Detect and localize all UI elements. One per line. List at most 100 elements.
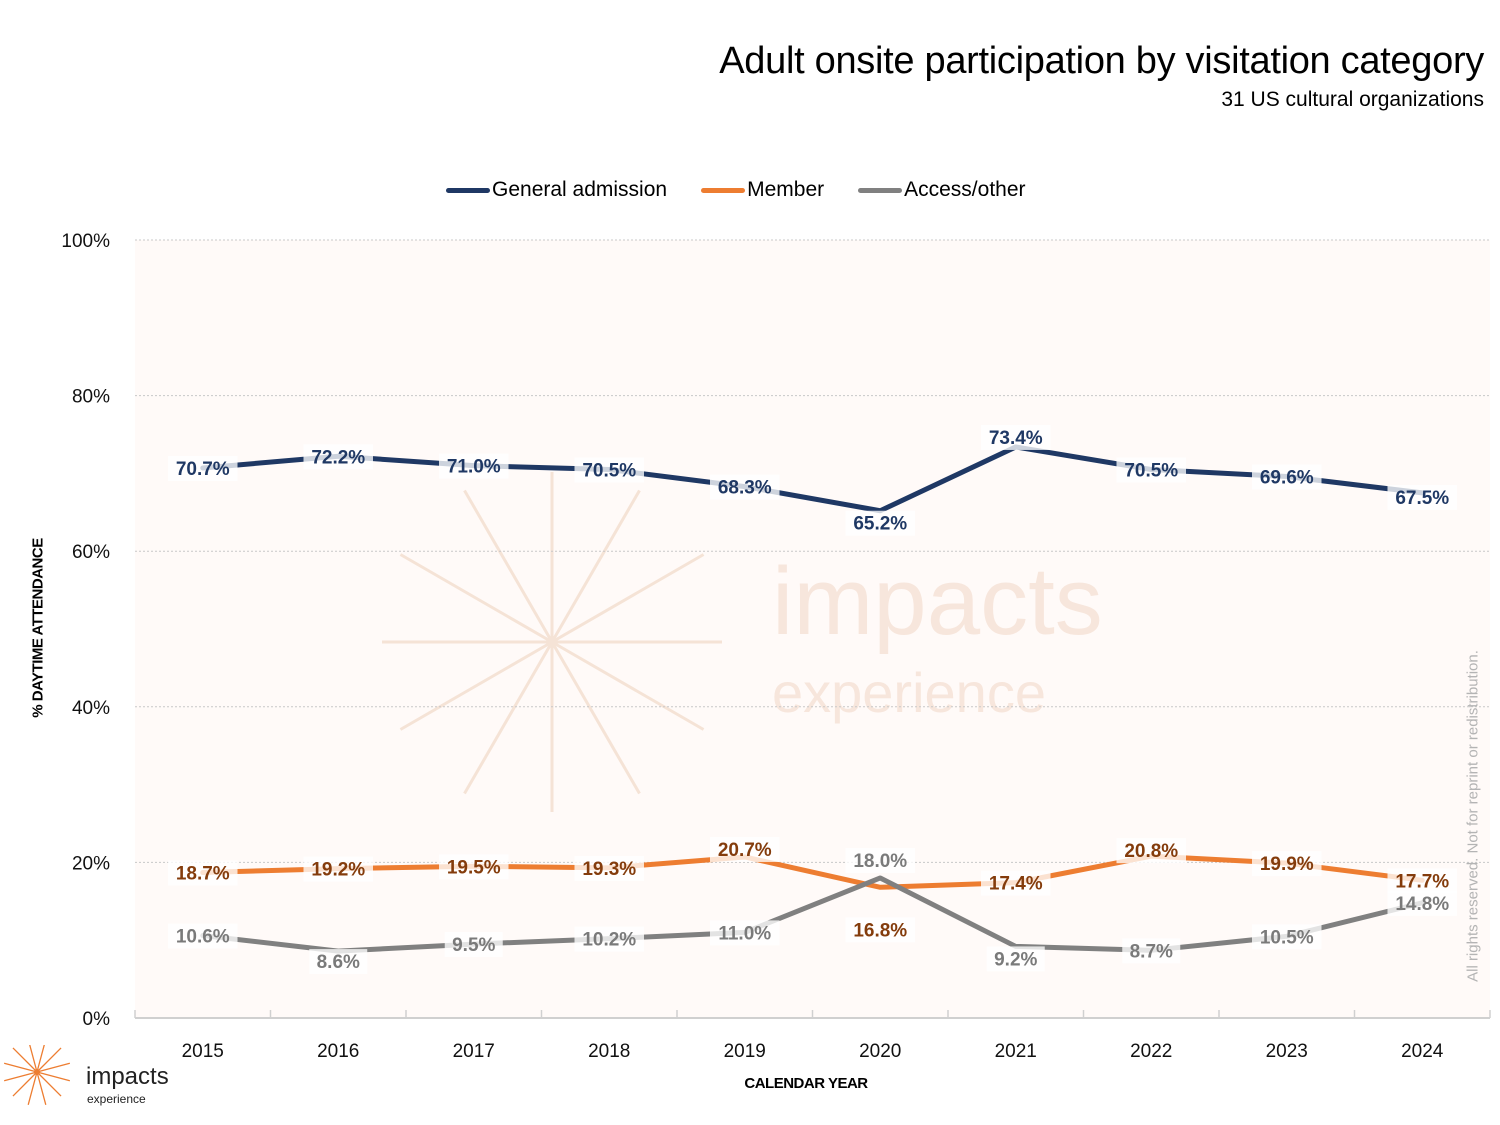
x-tick-label: 2016 [317, 1041, 359, 1062]
data-label: 67.5% [1395, 488, 1449, 509]
watermark-word: impacts [772, 548, 1103, 655]
y-tick-label: 100% [61, 231, 110, 252]
data-label: 71.0% [447, 457, 501, 478]
legend-swatch [446, 187, 490, 193]
legend-item-general-admission: General admission [446, 178, 667, 202]
data-label-bg [168, 923, 238, 949]
logo-starburst-icon [3, 1045, 71, 1106]
watermark-ray [399, 553, 553, 644]
logo-ray [36, 1062, 71, 1073]
y-tick-label: 0% [83, 1009, 111, 1030]
data-label: 11.0% [718, 923, 771, 944]
data-label-bg [574, 855, 644, 881]
watermark-ray [399, 640, 553, 731]
data-label: 9.5% [452, 935, 495, 956]
data-label: 68.3% [718, 478, 772, 499]
logo-ray [12, 1047, 38, 1073]
data-label: 19.9% [1260, 854, 1314, 875]
data-label: 16.8% [853, 920, 907, 941]
logo-ray [29, 1045, 38, 1073]
chart-title: Adult onsite participation by visitation… [719, 40, 1484, 82]
data-label: 17.4% [989, 874, 1043, 895]
data-label: 72.2% [311, 447, 365, 468]
logo-ray [36, 1045, 45, 1073]
data-label-bg [1116, 457, 1186, 483]
series-line-0 [200, 444, 1425, 514]
data-label: 19.3% [582, 859, 636, 880]
x-tick-label: 2022 [1130, 1041, 1172, 1062]
data-label-bg [303, 856, 373, 882]
data-label-bg [168, 455, 238, 481]
watermark-ray [550, 489, 641, 643]
x-tick-label: 2020 [859, 1041, 901, 1062]
x-tick-label: 2024 [1401, 1041, 1444, 1062]
watermark-ray [550, 641, 641, 795]
y-tick-label: 80% [72, 387, 110, 408]
logo-ray [36, 1071, 71, 1082]
series-line-1 [200, 853, 1425, 890]
x-tick-label: 2023 [1266, 1041, 1308, 1062]
x-tick-label: 2019 [724, 1041, 766, 1062]
logo-ray [3, 1071, 38, 1082]
y-tick-label: 60% [72, 542, 110, 563]
data-label: 9.2% [994, 949, 1037, 970]
data-label: 14.8% [1395, 894, 1449, 915]
logo-ray [27, 1071, 38, 1106]
legend-label: Access/other [904, 178, 1026, 201]
x-tick-label: 2015 [182, 1041, 224, 1062]
logo-ray [3, 1062, 38, 1073]
watermark-ray [551, 553, 705, 644]
data-label-bg [1122, 938, 1181, 964]
data-label-bg [309, 949, 368, 975]
data-label: 10.6% [176, 927, 230, 948]
data-label-bg [439, 453, 509, 479]
data-label-bg [845, 510, 915, 536]
logo-ray [12, 1071, 38, 1097]
data-label: 70.5% [582, 461, 636, 482]
y-tick-label: 20% [72, 853, 110, 874]
data-label: 20.7% [718, 840, 772, 861]
legend: General admission Member Access/other [446, 178, 1026, 202]
data-label-bg [303, 444, 373, 470]
data-label-bg [574, 457, 644, 483]
data-label-bg [845, 917, 915, 943]
data-labels: 70.7% 72.2% 71.0% 70.5% 68.3% 65.2% 73.4% 70.5%… [168, 424, 1457, 975]
x-tick-label: 2021 [995, 1041, 1037, 1062]
data-label: 10.5% [1260, 927, 1314, 948]
data-label-bg [1387, 890, 1457, 916]
data-label-bg [1116, 838, 1186, 864]
logo-ray [36, 1071, 62, 1097]
watermark-ray [463, 641, 554, 795]
data-label: 10.2% [582, 930, 636, 951]
watermark-sub: experience [772, 661, 1046, 724]
data-label-bg [710, 920, 780, 946]
data-label-bg [710, 836, 780, 862]
data-label-bg [444, 932, 503, 958]
data-label-bg [168, 860, 238, 886]
logo-center [34, 1069, 40, 1075]
data-label: 8.6% [317, 952, 360, 973]
data-label-bg [574, 926, 644, 952]
legend-swatch [858, 187, 903, 193]
plot-background [135, 240, 1490, 1018]
legend-label: Member [747, 178, 825, 201]
data-label: 18.7% [176, 864, 230, 885]
data-label: 69.6% [1260, 468, 1314, 489]
data-label-bg [1252, 924, 1322, 950]
data-label-bg [1252, 464, 1322, 490]
data-label-bg [710, 474, 780, 500]
data-label: 19.2% [311, 860, 365, 881]
x-axis-title: CALENDAR YEAR [744, 1075, 868, 1092]
logo-wordmark: impacts [86, 1063, 169, 1090]
data-label: 20.8% [1124, 841, 1178, 862]
chart-subtitle: 31 US cultural organizations [1221, 88, 1484, 111]
data-label: 8.7% [1130, 941, 1173, 962]
y-axis-title: % DAYTIME ATTENDANCE [29, 538, 47, 718]
y-tick-label: 40% [72, 698, 110, 719]
data-label-bg [845, 847, 915, 873]
data-label: 65.2% [853, 514, 907, 535]
data-label-bg [1387, 868, 1457, 894]
legend-swatch [701, 187, 746, 193]
logo-subtitle: experience [87, 1092, 146, 1106]
legend-item-access-other: Access/other [858, 178, 1026, 202]
